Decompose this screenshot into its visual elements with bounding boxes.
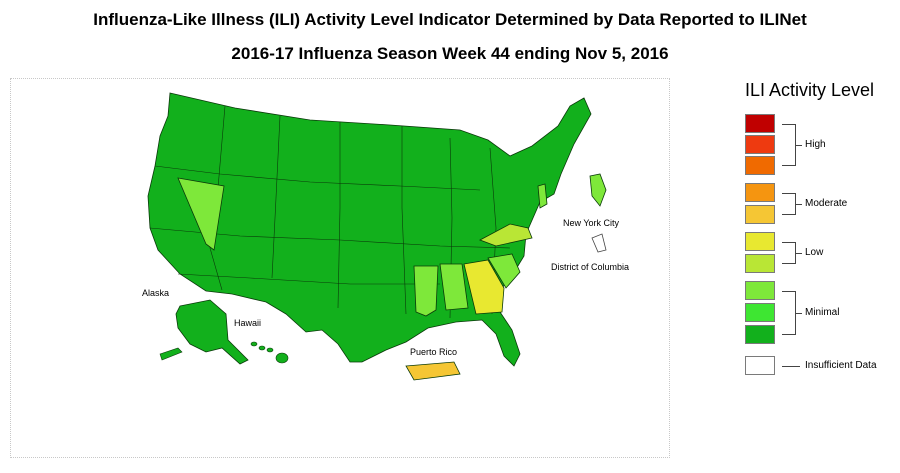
map-region-virginia[interactable] bbox=[479, 223, 533, 247]
legend-label-moderate: Moderate bbox=[805, 198, 848, 209]
map-region-puerto-rico[interactable] bbox=[405, 361, 461, 381]
legend-swatch-level-1 bbox=[745, 325, 775, 344]
legend-label-insufficient-data: Insufficient Data bbox=[805, 360, 877, 371]
map-region-mississippi[interactable] bbox=[413, 265, 439, 317]
legend-swatch-level-3 bbox=[745, 281, 775, 300]
legend-swatch-level-9 bbox=[745, 135, 775, 154]
map-label-puerto-rico: Puerto Rico bbox=[410, 347, 457, 357]
legend-tick-moderate bbox=[796, 204, 802, 205]
map-region-georgia[interactable] bbox=[463, 259, 505, 315]
legend-tick-high bbox=[796, 145, 802, 146]
legend-swatch-level-8 bbox=[745, 156, 775, 175]
map-label-alaska: Alaska bbox=[142, 288, 169, 298]
legend-bracket-low bbox=[782, 242, 796, 264]
legend-tick-insufficient bbox=[782, 366, 800, 367]
legend-swatch-level-5 bbox=[745, 232, 775, 251]
legend-tick-minimal bbox=[796, 313, 802, 314]
map-label-district-of-columbia: District of Columbia bbox=[551, 262, 629, 272]
map-title-line-2: 2016-17 Influenza Season Week 44 ending … bbox=[231, 44, 669, 63]
legend-bracket-high bbox=[782, 124, 796, 166]
legend-label-high: High bbox=[805, 139, 826, 150]
legend-title: ILI Activity Level bbox=[745, 80, 875, 100]
map-region-alabama[interactable] bbox=[439, 263, 469, 311]
map-region-new-jersey[interactable] bbox=[537, 183, 548, 209]
legend-swatch-level-7 bbox=[745, 183, 775, 202]
legend-swatch-level-10 bbox=[745, 114, 775, 133]
legend-swatch-level-4 bbox=[745, 254, 775, 273]
map-region-south-carolina[interactable] bbox=[487, 253, 521, 289]
map-label-hawaii: Hawaii bbox=[234, 318, 261, 328]
map-region-hawaii[interactable] bbox=[250, 341, 289, 364]
map-region-alaska[interactable] bbox=[175, 299, 249, 365]
legend-bracket-moderate bbox=[782, 193, 796, 215]
map-region-new-york-city[interactable] bbox=[589, 173, 607, 207]
map-label-new-york-city: New York City bbox=[563, 218, 620, 228]
legend-swatch-level-2 bbox=[745, 303, 775, 322]
map-frame bbox=[10, 78, 670, 458]
legend-label-minimal: Minimal bbox=[805, 307, 840, 318]
ili-activity-map: New York City District of Columbia Alask… bbox=[142, 92, 629, 381]
map-region-alaska-islands bbox=[159, 347, 183, 361]
legend-bracket-minimal bbox=[782, 291, 796, 335]
legend-swatch-level-6 bbox=[745, 205, 775, 224]
legend-swatch-insufficient bbox=[745, 356, 775, 375]
legend-tick-low bbox=[796, 253, 802, 254]
map-title-line-1: Influenza-Like Illness (ILI) Activity Le… bbox=[93, 10, 807, 29]
map-region-nevada[interactable] bbox=[177, 177, 225, 251]
legend-label-low: Low bbox=[805, 247, 824, 258]
map-region-district-of-columbia[interactable] bbox=[591, 233, 607, 253]
